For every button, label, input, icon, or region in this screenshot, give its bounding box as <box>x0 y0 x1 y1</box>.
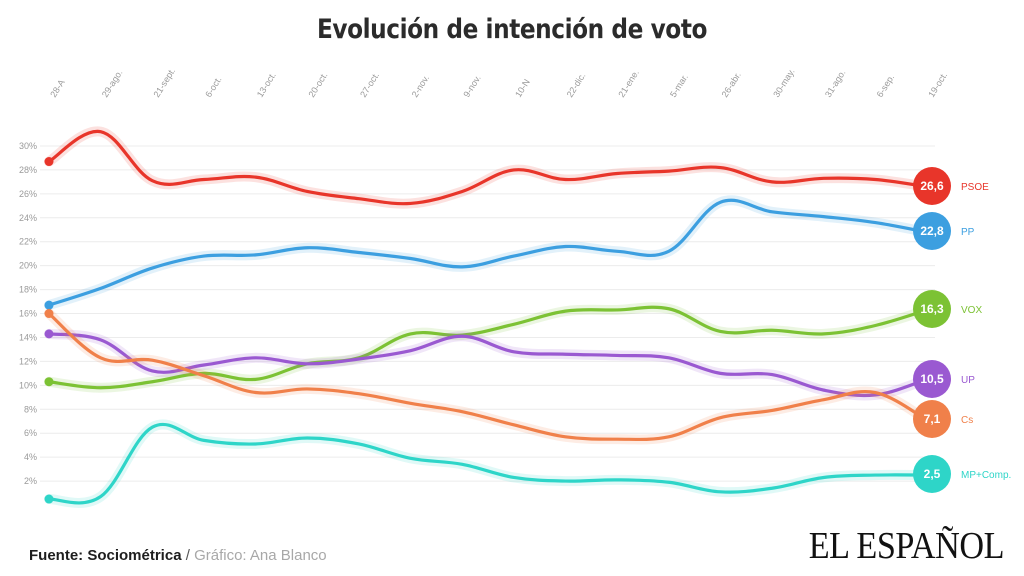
y-tick-label: 8% <box>24 404 37 414</box>
series-start-point <box>44 494 54 504</box>
y-tick-label: 6% <box>24 428 37 438</box>
y-tick-label: 18% <box>19 285 37 295</box>
x-tick-label: 5-mar. <box>668 72 690 99</box>
y-tick-label: 24% <box>19 213 37 223</box>
end-value-badge <box>913 400 951 438</box>
y-axis: 2% 4% 6% 8% 10% 12% 14% 16% 18% 20% 22% 24% 26% 28% 30… <box>19 141 37 486</box>
end-value-badge <box>913 360 951 398</box>
x-tick-label: 13-oct. <box>255 70 278 99</box>
y-tick-label: 28% <box>19 165 37 175</box>
y-tick-label: 14% <box>19 332 37 342</box>
end-value-badge <box>913 212 951 250</box>
y-tick-label: 10% <box>19 380 37 390</box>
line-chart: 2% 4% 6% 8% 10% 12% 14% 16% 18% 20% 22% 24% 26% 28% 30… <box>19 66 1011 508</box>
x-tick-label: 29-ago. <box>100 68 125 99</box>
series-line <box>47 129 929 206</box>
x-tick-label: 6-oct. <box>203 75 223 99</box>
series-name-label: MP+Comp. <box>961 470 1011 481</box>
x-tick-label: 22-dic. <box>565 71 588 99</box>
end-value-badge <box>913 455 951 493</box>
series-name-label: UP <box>961 375 975 386</box>
series-start-point <box>44 309 54 319</box>
series-line <box>47 198 929 307</box>
series-cs <box>44 308 932 445</box>
series-mp-comp- <box>44 419 932 508</box>
x-tick-label: 2-nov. <box>410 73 431 99</box>
series-line <box>47 422 929 505</box>
series-name-label: VOX <box>961 305 982 316</box>
x-tick-label: 30-may. <box>771 67 796 99</box>
x-tick-label: 26-abr. <box>720 70 743 99</box>
source-note: Fuente: Sociométrica / Gráfico: Ana Blan… <box>29 547 327 564</box>
x-tick-label: 27-oct. <box>358 70 381 99</box>
x-tick-label: 9-nov. <box>461 73 482 99</box>
end-value-label: 7,1 <box>924 412 941 426</box>
y-tick-label: 2% <box>24 476 37 486</box>
x-tick-label: 21-ene. <box>616 68 641 99</box>
series-start-point <box>44 300 54 310</box>
x-axis: 28-A 29-ago. 21-sept. 6-oct. 13-oct. 20-oct. 2… <box>48 66 949 99</box>
series-start-point <box>44 157 54 167</box>
series-name-label: PSOE <box>961 182 989 193</box>
end-value-badge <box>913 167 951 205</box>
series-pp <box>44 195 932 311</box>
series-line <box>47 332 929 398</box>
y-tick-label: 20% <box>19 261 37 271</box>
end-value-label: 10,5 <box>920 372 944 386</box>
el-espanol-logo: EL ESPAÑOL <box>808 525 1005 567</box>
x-tick-label: 31-ago. <box>823 68 848 99</box>
y-tick-label: 4% <box>24 452 37 462</box>
chart-title: Evolución de intención de voto <box>316 14 708 45</box>
x-tick-label: 6-sep. <box>875 73 897 100</box>
end-value-label: 16,3 <box>920 302 944 316</box>
x-tick-label: 10-N <box>513 77 532 99</box>
end-value-label: 2,5 <box>924 467 941 481</box>
series-lines <box>44 126 932 508</box>
y-tick-label: 26% <box>19 189 37 199</box>
end-value-badge <box>913 290 951 328</box>
series-start-point <box>44 377 54 387</box>
end-value-label: 22,8 <box>920 224 944 238</box>
series-line <box>47 311 929 442</box>
y-tick-label: 22% <box>19 237 37 247</box>
series-glow <box>44 419 932 508</box>
series-end-labels: 26,6 PSOE 22,8 PP 16,3 VOX 10,5 UP 7,1 Cs 2,5 MP+Co… <box>913 167 1011 493</box>
series-psoe <box>44 126 932 209</box>
y-tick-label: 16% <box>19 309 37 319</box>
x-tick-label: 28-A <box>48 78 67 99</box>
series-name-label: Cs <box>961 415 973 426</box>
graphic-credit: Gráfico: Ana Blanco <box>194 547 327 564</box>
series-start-point <box>44 329 54 339</box>
y-tick-label: 12% <box>19 356 37 366</box>
series-name-label: PP <box>961 227 975 238</box>
series-glow <box>44 126 932 209</box>
end-value-label: 26,6 <box>920 179 944 193</box>
x-tick-label: 19-oct. <box>926 70 949 99</box>
series-up <box>44 328 932 401</box>
x-tick-label: 20-oct. <box>306 70 329 99</box>
source-separator: / <box>181 547 195 564</box>
source-label: Fuente: Sociométrica <box>29 547 182 564</box>
y-tick-label: 30% <box>19 141 37 151</box>
x-tick-label: 21-sept. <box>152 66 178 99</box>
